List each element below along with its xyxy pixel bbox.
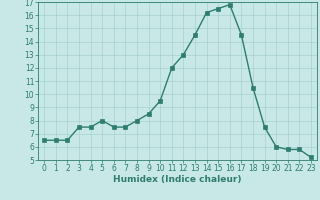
- X-axis label: Humidex (Indice chaleur): Humidex (Indice chaleur): [113, 175, 242, 184]
